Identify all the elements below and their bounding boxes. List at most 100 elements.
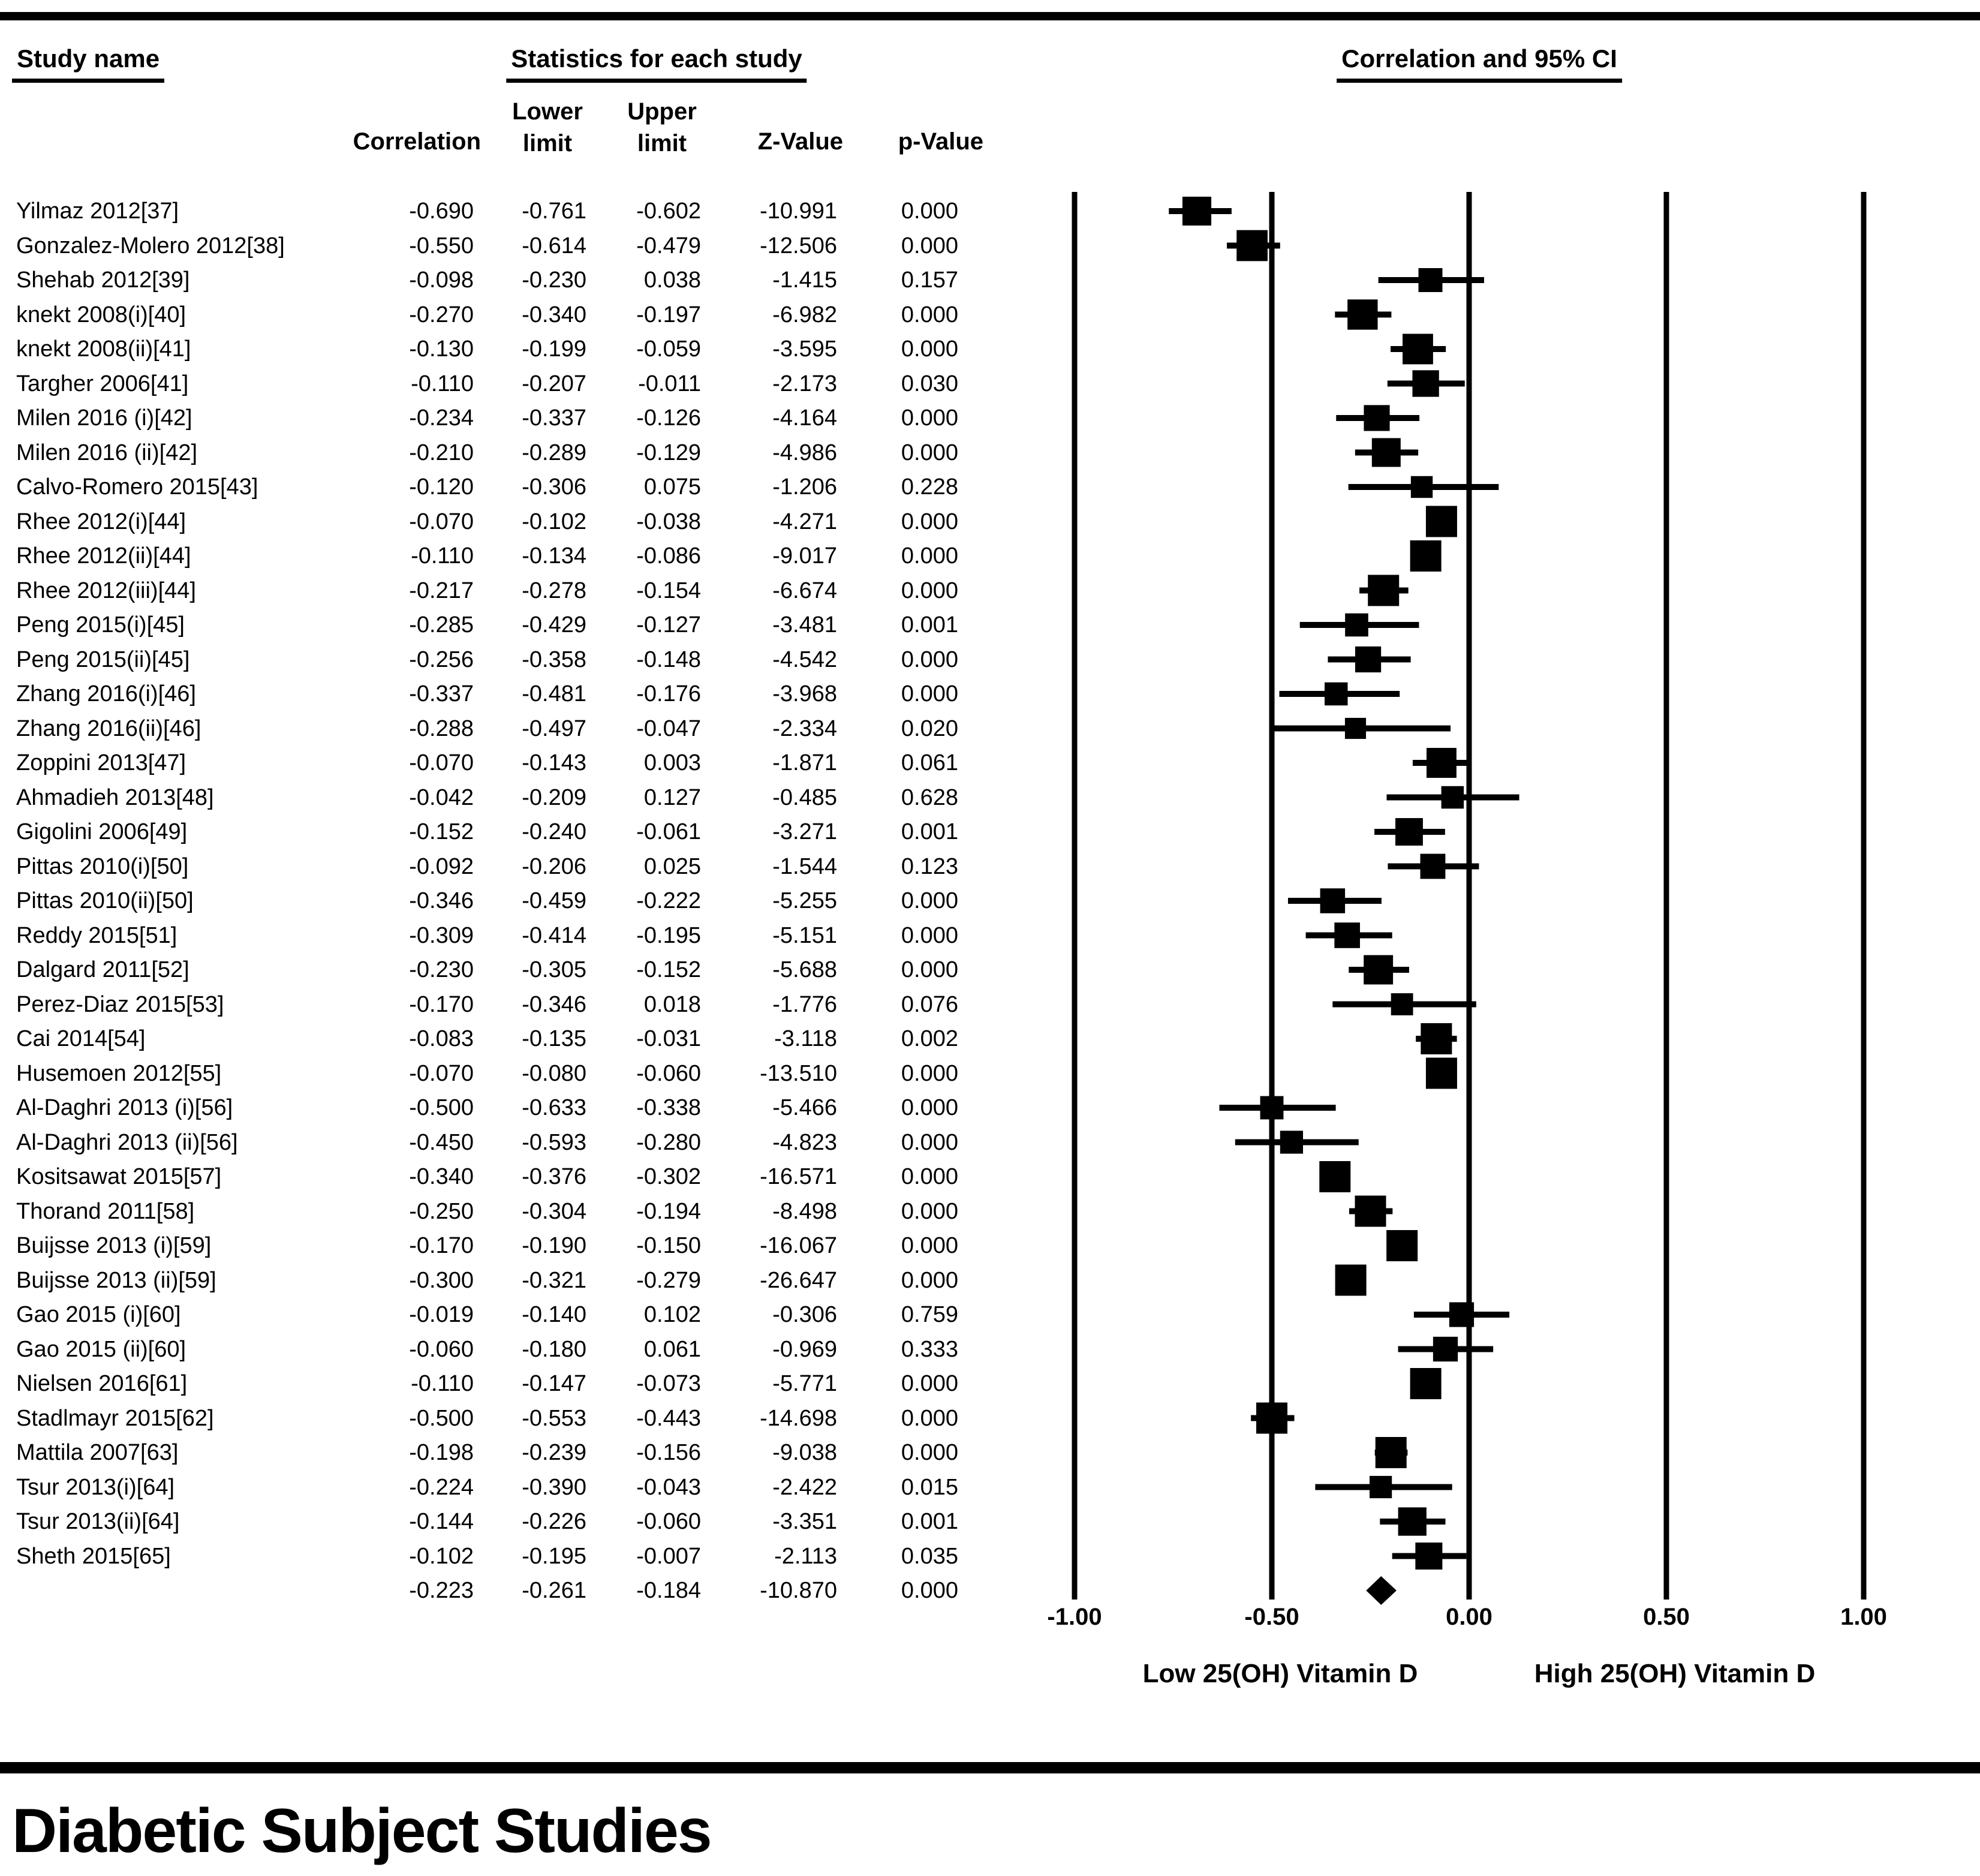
lower-limit-value: -0.321 <box>522 1267 586 1293</box>
lower-limit-value: -0.289 <box>522 440 586 465</box>
study-marker <box>1335 299 1392 330</box>
p-value: 0.001 <box>901 1509 958 1534</box>
z-value: -4.542 <box>772 647 837 672</box>
z-value: -1.415 <box>772 267 837 293</box>
study-marker <box>1251 1402 1295 1434</box>
study-name: Al-Daghri 2013 (i)[56] <box>16 1095 233 1120</box>
lower-limit-value: -0.134 <box>522 543 586 569</box>
upper-limit-value: 0.127 <box>643 784 701 810</box>
study-marker <box>1226 230 1280 261</box>
lower-limit-value: -0.240 <box>522 819 586 844</box>
z-value: -5.255 <box>772 888 837 913</box>
point-estimate-square <box>1320 888 1346 913</box>
z-value: -4.164 <box>772 405 837 431</box>
lower-limit-value: -0.614 <box>522 233 586 258</box>
study-row: Rhee 2012(i)[44] -0.070 -0.102 -0.038 -4.271… <box>0 507 1980 536</box>
point-estimate-square <box>1403 333 1433 365</box>
study-row: Stadlmayr 2015[62] -0.500 -0.553 -0.443 -14.… <box>0 1404 1980 1433</box>
upper-limit-line2: limit <box>637 130 687 157</box>
p-value: 0.000 <box>901 336 958 362</box>
bottom-rule <box>0 1762 1980 1773</box>
correlation-value: -0.690 <box>409 199 474 224</box>
lower-limit-value: -0.340 <box>522 302 586 327</box>
summary-diamond <box>1366 1576 1397 1605</box>
point-estimate-square <box>1426 748 1457 778</box>
z-value: -8.498 <box>772 1198 837 1224</box>
p-value: 0.000 <box>901 199 958 224</box>
study-row: Pittas 2010(ii)[50] -0.346 -0.459 -0.222 -5.… <box>0 886 1980 915</box>
study-row: Husemoen 2012[55] -0.070 -0.080 -0.060 -13.5… <box>0 1059 1980 1088</box>
study-name: Calvo-Romero 2015[43] <box>16 474 258 500</box>
point-estimate-square <box>1421 1023 1452 1054</box>
correlation-value: -0.042 <box>409 784 474 810</box>
upper-limit-value: -0.129 <box>636 440 701 465</box>
correlation-value: -0.070 <box>409 1060 474 1086</box>
z-value: -0.969 <box>772 1336 837 1362</box>
z-value: -2.422 <box>772 1474 837 1500</box>
point-estimate-square <box>1256 1402 1287 1434</box>
study-row: Reddy 2015[51] -0.309 -0.414 -0.195 -5.151 0.… <box>0 921 1980 950</box>
study-name: knekt 2008(i)[40] <box>16 302 186 327</box>
upper-limit-value: -0.060 <box>636 1509 701 1534</box>
upper-limit-value: -0.197 <box>636 302 701 327</box>
study-marker <box>1335 1264 1367 1296</box>
z-value: -26.647 <box>760 1267 837 1293</box>
study-name: Yilmaz 2012[37] <box>16 199 179 224</box>
study-marker <box>1235 1131 1359 1154</box>
study-row: Peng 2015(ii)[45] -0.256 -0.358 -0.148 -4.54… <box>0 645 1980 674</box>
lower-limit-line2: limit <box>522 130 573 157</box>
p-value: 0.001 <box>901 819 958 844</box>
lower-limit-value: -0.346 <box>522 991 586 1017</box>
study-name: Gao 2015 (ii)[60] <box>16 1336 186 1362</box>
correlation-value: -0.256 <box>409 647 474 672</box>
study-marker <box>1279 682 1400 706</box>
p-value: 0.061 <box>901 750 958 775</box>
p-value: 0.228 <box>901 474 958 500</box>
z-value: -13.510 <box>760 1060 837 1086</box>
study-marker <box>1387 370 1465 397</box>
study-marker <box>1412 748 1470 778</box>
study-row: Zhang 2016(ii)[46] -0.288 -0.497 -0.047 -2.3… <box>0 714 1980 743</box>
study-row: Kositsawat 2015[57] -0.340 -0.376 -0.302 -16… <box>0 1162 1980 1191</box>
study-marker <box>1219 1096 1336 1120</box>
upper-limit-line1: Upper <box>627 98 697 125</box>
upper-limit-value: -0.148 <box>636 647 701 672</box>
p-value: 0.000 <box>901 888 958 913</box>
z-value: -16.067 <box>760 1233 837 1258</box>
correlation-value: -0.230 <box>409 957 474 982</box>
point-estimate-square <box>1355 1195 1386 1227</box>
lower-limit-value: -0.337 <box>522 405 586 431</box>
correlation-value: -0.070 <box>409 750 474 775</box>
upper-limit-value: -0.479 <box>636 233 701 258</box>
upper-limit-value: -0.061 <box>636 819 701 844</box>
study-row: Gigolini 2006[49] -0.152 -0.240 -0.061 -3.27… <box>0 817 1980 846</box>
upper-limit-value: -0.302 <box>636 1164 701 1189</box>
study-marker <box>1349 955 1409 985</box>
z-value: -0.485 <box>772 784 837 810</box>
z-value: -3.118 <box>774 1026 837 1051</box>
study-row: Mattila 2007[63] -0.198 -0.239 -0.156 -9.038… <box>0 1438 1980 1467</box>
correlation-value: -0.210 <box>409 440 474 465</box>
study-marker <box>1349 1195 1393 1227</box>
upper-limit-value: -0.154 <box>636 578 701 603</box>
upper-limit-value: -0.127 <box>636 612 701 638</box>
study-name: Tsur 2013(ii)[64] <box>16 1509 180 1534</box>
z-value: -1.544 <box>772 853 837 879</box>
upper-limit-value: -0.038 <box>636 509 701 534</box>
p-value: 0.000 <box>901 405 958 431</box>
lower-limit-value: -0.304 <box>522 1198 586 1224</box>
lower-limit-value: -0.209 <box>522 784 586 810</box>
point-estimate-square <box>1260 1096 1284 1120</box>
study-name: Stadlmayr 2015[62] <box>16 1405 214 1431</box>
upper-limit-value: -0.443 <box>636 1405 701 1431</box>
study-name: Rhee 2012(ii)[44] <box>16 543 191 569</box>
upper-limit-value: -0.007 <box>636 1543 701 1569</box>
upper-limit-value: -0.086 <box>636 543 701 569</box>
study-name: Milen 2016 (i)[42] <box>16 405 192 431</box>
lower-limit-value: -0.376 <box>522 1164 586 1189</box>
study-marker <box>1391 333 1446 365</box>
lower-limit-value: -0.239 <box>522 1440 586 1465</box>
lower-limit-value: -0.199 <box>522 336 586 362</box>
study-marker <box>1355 438 1419 467</box>
study-row: Sheth 2015[65] -0.102 -0.195 -0.007 -2.113 0.… <box>0 1542 1980 1571</box>
